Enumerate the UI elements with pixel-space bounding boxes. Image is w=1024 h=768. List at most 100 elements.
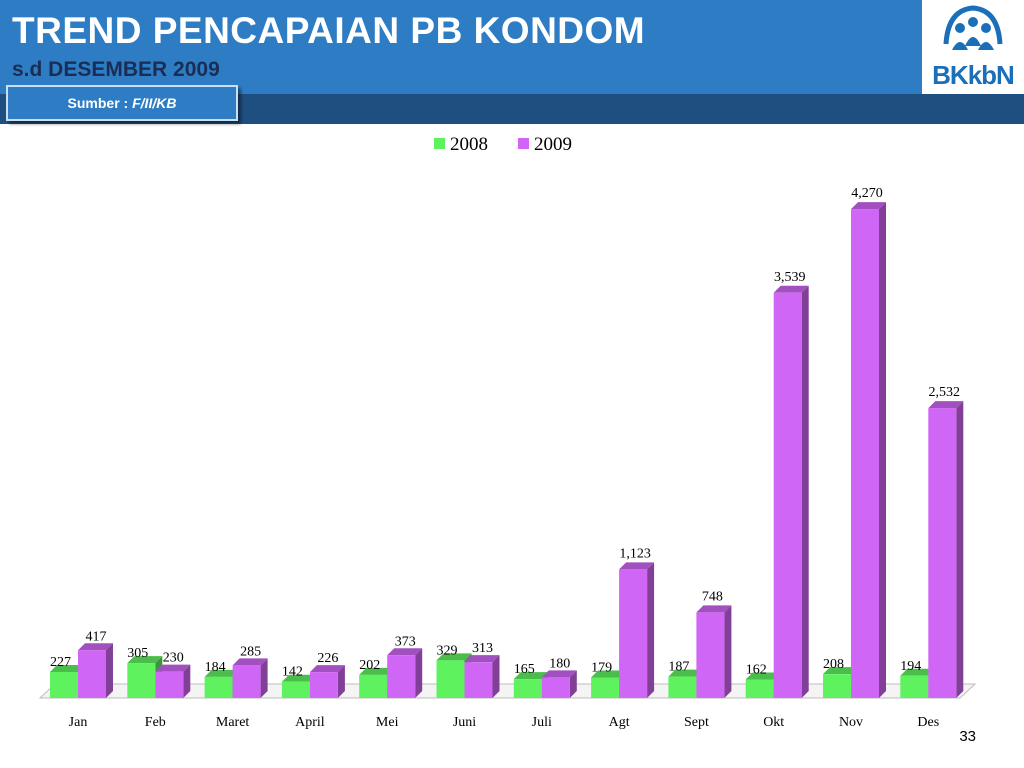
bar-front	[155, 671, 184, 698]
bar-front	[359, 674, 388, 698]
legend-label-2009: 2009	[534, 134, 572, 155]
data-label: 162	[746, 662, 767, 677]
bar-top	[78, 643, 113, 651]
bar-front	[928, 408, 957, 698]
x-tick-label: Okt	[763, 715, 784, 730]
bar-top	[127, 656, 163, 664]
page-number: 33	[959, 728, 976, 745]
logo-emblem-icon	[943, 5, 1003, 50]
data-label: 208	[823, 657, 844, 672]
bar-front	[464, 662, 493, 698]
x-tick-label: Jan	[69, 715, 88, 730]
bar-2009-okt	[773, 285, 809, 698]
bar-front	[696, 612, 725, 698]
bar-top	[309, 665, 345, 673]
data-label: 313	[472, 641, 493, 656]
data-label: 165	[514, 662, 535, 677]
data-label: 305	[127, 646, 148, 661]
data-label: 184	[205, 660, 226, 675]
bar-front	[745, 679, 774, 698]
data-label: 3,539	[774, 270, 806, 285]
bar-top	[232, 658, 268, 666]
bar-top	[155, 664, 191, 672]
data-label: 748	[702, 589, 723, 604]
data-label: 230	[163, 651, 184, 666]
bar-side	[492, 655, 500, 698]
bar-top	[900, 668, 936, 676]
bar-front	[668, 676, 697, 698]
source-box: Sumber : F/II/KB	[6, 85, 238, 121]
bar-side	[956, 401, 964, 698]
bar-front	[591, 677, 620, 698]
legend-label-2008: 2008	[450, 134, 488, 155]
bar-top	[591, 670, 627, 678]
bar-front	[309, 672, 338, 698]
bar-front	[851, 209, 879, 698]
data-label: 4,270	[851, 186, 883, 201]
data-label: 179	[591, 661, 612, 676]
bar-side	[260, 658, 268, 698]
data-label: 187	[668, 660, 689, 675]
x-tick-label: Des	[917, 715, 939, 730]
page-subtitle: s.d DESEMBER 2009	[12, 58, 220, 81]
data-label: 285	[240, 644, 261, 659]
chart-plot: 227 417 Jan 305 230 Feb 184 285 Maret 142 226 April…	[38, 186, 977, 730]
data-label: 142	[282, 665, 303, 680]
bar-top	[851, 202, 886, 210]
x-tick-label: Juli	[532, 715, 552, 730]
bar-front	[619, 569, 648, 698]
bar-side	[801, 285, 809, 698]
data-label: 2,532	[929, 385, 961, 400]
header-bar: TREND PENCAPAIAN PB KONDOM s.d DESEMBER …	[0, 0, 922, 94]
x-tick-label: April	[295, 715, 325, 730]
x-tick-label: Mei	[376, 715, 399, 730]
bar-2009-mei	[387, 648, 423, 698]
bar-top	[359, 667, 395, 675]
bar-top	[823, 667, 858, 675]
legend-swatch-2008	[434, 138, 445, 149]
x-tick-label: Feb	[145, 715, 166, 730]
source-value: F/II/KB	[132, 95, 177, 111]
bar-front	[281, 681, 310, 698]
bar-2009-nov	[851, 202, 886, 698]
bar-side	[183, 664, 191, 698]
data-label: 417	[86, 629, 107, 644]
x-tick-label: Sept	[684, 715, 709, 730]
bar-side	[647, 562, 655, 698]
bar-side	[879, 202, 886, 698]
bar-front	[513, 679, 542, 698]
legend-swatch-2009	[518, 138, 529, 149]
x-tick-label: Nov	[839, 715, 863, 730]
bar-front	[204, 676, 233, 698]
data-label: 226	[317, 651, 338, 666]
bar-chart: 2008 2009 227 417 Jan 305 230 Feb 184 285 Maret 14…	[38, 134, 977, 730]
bar-front	[127, 663, 156, 698]
bar-front	[541, 677, 570, 698]
bar-front	[436, 660, 465, 698]
logo-text: BKkbN	[932, 60, 1015, 90]
bar-2009-maret	[232, 658, 268, 698]
bar-2009-des	[928, 401, 964, 698]
chart-legend: 2008 2009	[434, 134, 572, 155]
bar-2009-feb	[155, 664, 191, 698]
data-label: 194	[900, 659, 921, 674]
data-label: 1,123	[619, 546, 651, 561]
bar-top	[204, 669, 240, 677]
bar-front	[823, 674, 851, 698]
bar-2009-agt	[619, 562, 655, 698]
bar-top	[436, 653, 472, 661]
bar-2009-juli	[541, 670, 577, 698]
bar-front	[773, 292, 802, 698]
bar-front	[387, 655, 416, 698]
bar-top	[928, 401, 964, 409]
data-label: 329	[437, 643, 458, 658]
bar-front	[50, 672, 78, 698]
bar-top	[464, 655, 500, 663]
bar-front	[900, 675, 929, 698]
bar-side	[724, 605, 732, 698]
bar-front	[78, 650, 106, 698]
x-tick-label: Maret	[216, 715, 250, 730]
bar-side	[337, 665, 345, 698]
data-label: 180	[549, 656, 570, 671]
data-label: 227	[50, 655, 71, 670]
